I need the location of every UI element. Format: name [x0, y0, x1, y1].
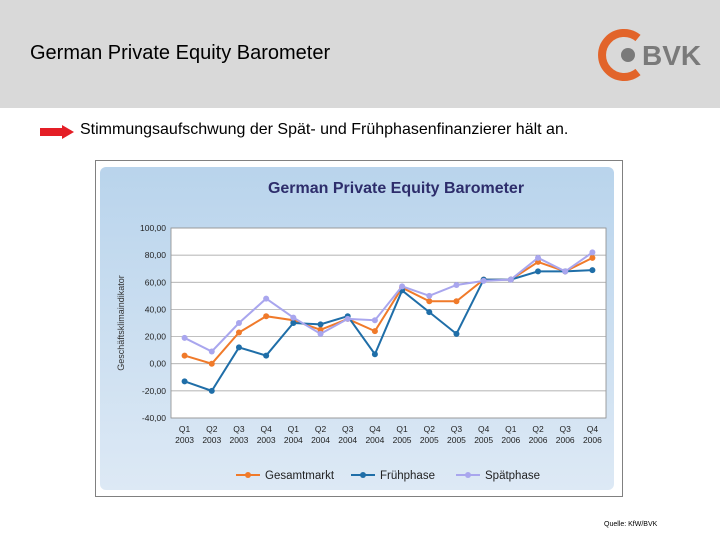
x-tick-quarter: Q4	[587, 424, 599, 434]
x-tick-year: 2005	[393, 435, 412, 445]
x-tick-year: 2004	[365, 435, 384, 445]
x-tick-quarter: Q1	[505, 424, 517, 434]
data-point	[480, 277, 487, 284]
x-tick-quarter: Q2	[206, 424, 218, 434]
x-tick-quarter: Q3	[233, 424, 245, 434]
y-tick-label: 40,00	[145, 304, 167, 314]
x-tick-quarter: Q4	[478, 424, 490, 434]
data-point	[208, 387, 215, 394]
data-point	[290, 320, 297, 326]
chart-frame: German Private Equity Barometer 100,00 80,…	[95, 160, 623, 497]
series-line-spätphase	[184, 251, 593, 353]
x-tick-quarter: Q2	[424, 424, 436, 434]
logo-text: BVK	[642, 40, 701, 71]
data-point	[371, 351, 378, 358]
data-point	[181, 378, 188, 385]
data-point	[589, 267, 596, 274]
data-point	[344, 315, 351, 322]
data-point	[453, 298, 460, 305]
data-point	[263, 313, 270, 320]
series-line-frühphase	[184, 269, 593, 393]
x-tick-year: 2006	[501, 435, 520, 445]
data-point	[453, 330, 460, 337]
x-tick-quarter: Q1	[179, 424, 191, 434]
data-point	[535, 268, 542, 275]
data-point	[208, 360, 215, 367]
legend-swatch-marker	[360, 472, 366, 478]
legend-swatch-marker	[245, 472, 251, 478]
source-note: Quelle: KfW/BVK	[604, 521, 658, 528]
page-title: German Private Equity Barometer	[30, 42, 331, 64]
y-axis-label: Geschäftsklimaindikator	[116, 275, 126, 371]
legend-label: Spätphase	[485, 470, 540, 482]
subtitle-text: Stimmungsaufschwung der Spät- und Frühph…	[80, 121, 569, 138]
x-tick-quarter: Q2	[532, 424, 544, 434]
legend-label: Gesamtmarkt	[265, 470, 335, 482]
legend-label: Frühphase	[380, 470, 435, 482]
x-tick-year: 2006	[556, 435, 575, 445]
x-tick-year: 2004	[338, 435, 357, 445]
y-tick-label: 60,00	[145, 277, 167, 287]
y-tick-label: 100,00	[140, 223, 166, 233]
x-tick-year: 2005	[420, 435, 439, 445]
x-tick-year: 2003	[175, 435, 194, 445]
line-chart: German Private Equity Barometer 100,00 80,…	[100, 167, 614, 490]
x-tick-year: 2003	[257, 435, 276, 445]
x-tick-quarter: Q3	[342, 424, 354, 434]
data-point	[208, 348, 215, 355]
data-point	[426, 292, 433, 299]
y-tick-label: 20,00	[145, 332, 167, 342]
x-tick-quarter: Q4	[260, 424, 272, 434]
data-point	[317, 330, 324, 337]
data-point	[290, 314, 297, 321]
data-point	[235, 344, 242, 351]
legend-swatch-marker	[465, 472, 471, 478]
x-tick-year: 2006	[583, 435, 602, 445]
data-point	[181, 352, 188, 359]
data-point	[426, 309, 433, 316]
x-tick-quarter: Q3	[560, 424, 572, 434]
data-point	[589, 254, 596, 261]
data-point	[263, 295, 270, 302]
x-tick-year: 2003	[202, 435, 221, 445]
x-tick-year: 2003	[230, 435, 249, 445]
y-tick-label: -40,00	[142, 413, 166, 423]
x-tick-quarter: Q4	[369, 424, 381, 434]
x-tick-year: 2005	[447, 435, 466, 445]
y-tick-label: 80,00	[145, 250, 167, 260]
data-point	[426, 298, 433, 305]
header-bar: German Private Equity Barometer BVK	[0, 0, 720, 108]
series-line-gesamtmarkt	[184, 256, 593, 365]
data-point	[399, 283, 406, 290]
data-point	[371, 317, 378, 324]
x-tick-year: 2004	[284, 435, 303, 445]
data-point	[263, 352, 270, 359]
data-point	[317, 321, 324, 328]
x-tick-year: 2004	[311, 435, 330, 445]
y-tick-label: -20,00	[142, 386, 166, 396]
data-point	[235, 320, 242, 326]
red-arrow-icon	[40, 125, 74, 139]
x-tick-quarter: Q1	[396, 424, 408, 434]
data-point	[562, 268, 569, 275]
data-point	[371, 328, 378, 335]
x-tick-year: 2006	[529, 435, 548, 445]
data-point	[507, 276, 514, 283]
bvk-logo: BVK	[598, 29, 701, 81]
data-point	[235, 329, 242, 336]
chart-title: German Private Equity Barometer	[268, 180, 524, 197]
data-point	[535, 254, 542, 261]
y-tick-label: 0,00	[149, 359, 166, 369]
x-tick-quarter: Q3	[451, 424, 463, 434]
x-tick-quarter: Q1	[288, 424, 300, 434]
x-tick-year: 2005	[474, 435, 493, 445]
data-point	[181, 334, 188, 341]
data-point	[453, 282, 460, 288]
data-point	[589, 249, 596, 256]
x-tick-quarter: Q2	[315, 424, 327, 434]
